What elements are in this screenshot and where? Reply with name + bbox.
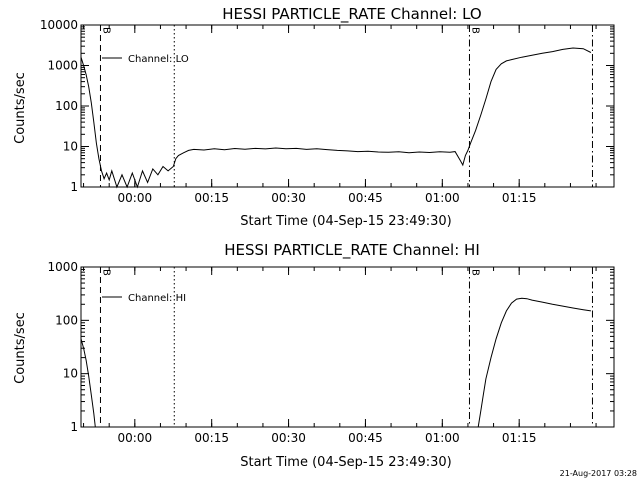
x-tick-label: 00:30 xyxy=(271,431,306,445)
marker-label: B xyxy=(469,269,480,276)
y-tick-label: 1 xyxy=(70,180,78,194)
x-tick-label: 00:00 xyxy=(118,431,153,445)
marker-label: B xyxy=(100,269,111,276)
series-line xyxy=(80,338,96,428)
series-line xyxy=(477,297,591,428)
chart-title: HESSI PARTICLE_RATE Channel: LO xyxy=(222,5,481,24)
x-tick-label: 00:00 xyxy=(118,191,153,205)
x-tick-label: 01:00 xyxy=(425,431,460,445)
y-tick-label: 100 xyxy=(55,313,78,327)
plot-frame xyxy=(80,24,615,188)
x-tick-label: 01:15 xyxy=(502,191,537,205)
y-tick-label: 100 xyxy=(55,99,78,113)
y-tick-label: 10 xyxy=(63,140,78,154)
y-tick-label: 10 xyxy=(63,367,78,381)
x-tick-label: 01:15 xyxy=(502,431,537,445)
plot-frame xyxy=(80,266,615,428)
x-tick-label: 00:45 xyxy=(348,431,383,445)
y-tick-label: 10000 xyxy=(40,18,78,32)
x-axis-label: Start Time (04-Sep-15 23:49:30) xyxy=(240,455,451,470)
x-tick-label: 01:00 xyxy=(425,191,460,205)
legend-label: Channel: HI xyxy=(128,293,186,304)
x-tick-label: 00:15 xyxy=(194,431,229,445)
x-tick-label: 00:15 xyxy=(194,191,229,205)
legend-label: Channel: LO xyxy=(128,54,189,65)
y-tick-label: 1000 xyxy=(47,260,78,274)
y-axis-label: Counts/sec xyxy=(13,312,28,384)
x-axis-label: Start Time (04-Sep-15 23:49:30) xyxy=(240,214,451,229)
y-axis-label: Counts/sec xyxy=(13,72,28,144)
chart-panel-lo: HESSI PARTICLE_RATE Channel: LO Start Ti… xyxy=(13,5,615,229)
marker-label: B xyxy=(469,27,480,34)
x-tick-label: 00:30 xyxy=(271,191,306,205)
chart-panel-hi: HESSI PARTICLE_RATE Channel: HI Start Ti… xyxy=(13,241,615,470)
series-line xyxy=(80,47,592,189)
timestamp: 21-Aug-2017 03:28 xyxy=(560,469,637,478)
chart-title: HESSI PARTICLE_RATE Channel: HI xyxy=(224,241,480,260)
x-tick-label: 00:45 xyxy=(348,191,383,205)
y-tick-label: 1 xyxy=(70,420,78,434)
marker-label: B xyxy=(100,27,111,34)
y-tick-label: 1000 xyxy=(47,59,78,73)
